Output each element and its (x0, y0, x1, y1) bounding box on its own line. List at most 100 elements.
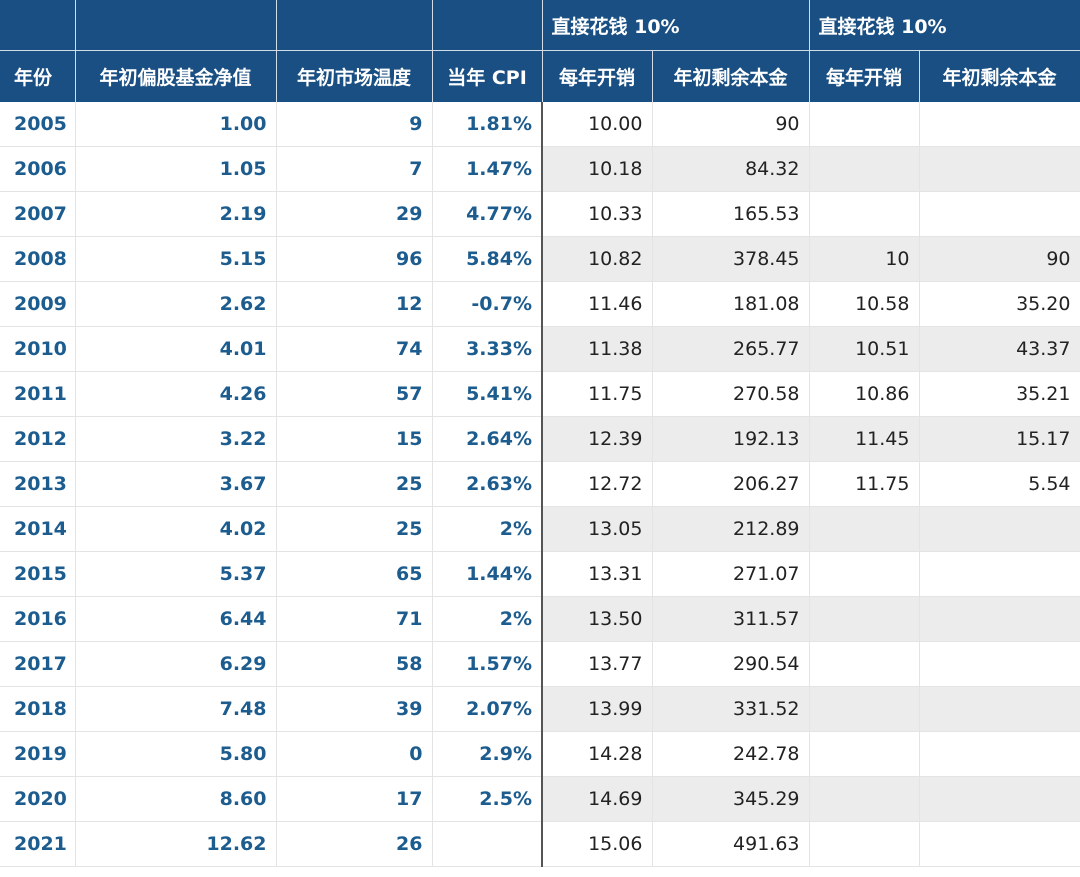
cell-remaining-principal-2: 35.21 (919, 371, 1080, 417)
cell-market-temperature: 17 (276, 776, 433, 822)
cell-annual-expense-2 (809, 596, 920, 642)
empty-header-cell (432, 0, 543, 51)
cell-year: 2011 (0, 371, 76, 417)
cell-cpi: 2.64% (432, 416, 543, 462)
table-row: 2018 7.48 39 2.07% 13.99 331.52 (0, 686, 1080, 732)
cell-cpi: 1.47% (432, 146, 543, 192)
table-row: 2011 4.26 57 5.41% 11.75 270.58 10.86 35.21 (0, 371, 1080, 417)
column-header-fund-nav: 年初偏股基金净值 (75, 50, 277, 102)
cell-year: 2020 (0, 776, 76, 822)
column-header-annual-expense-1: 每年开销 (542, 50, 653, 102)
cell-remaining-principal-1: 345.29 (652, 776, 810, 822)
cell-annual-expense-1: 13.05 (542, 506, 653, 552)
cell-remaining-principal-1: 206.27 (652, 461, 810, 507)
cell-fund-nav: 2.62 (75, 281, 277, 327)
cell-market-temperature: 15 (276, 416, 433, 462)
cell-market-temperature: 12 (276, 281, 433, 327)
column-header-market-temperature: 年初市场温度 (276, 50, 433, 102)
cell-cpi: 2.07% (432, 686, 543, 732)
empty-header-cell (276, 0, 433, 51)
cell-year: 2012 (0, 416, 76, 462)
cell-annual-expense-1: 14.69 (542, 776, 653, 822)
cell-market-temperature: 9 (276, 102, 433, 147)
cell-annual-expense-1: 10.18 (542, 146, 653, 192)
cell-cpi: 2% (432, 506, 543, 552)
cell-fund-nav: 4.26 (75, 371, 277, 417)
cell-fund-nav: 3.67 (75, 461, 277, 507)
cell-annual-expense-2: 10.51 (809, 326, 920, 372)
cell-annual-expense-2: 11.45 (809, 416, 920, 462)
cell-market-temperature: 57 (276, 371, 433, 417)
table-row: 2009 2.62 12 -0.7% 11.46 181.08 10.58 35.20 (0, 281, 1080, 327)
cell-annual-expense-1: 12.72 (542, 461, 653, 507)
cell-cpi: 2% (432, 596, 543, 642)
table-row: 2012 3.22 15 2.64% 12.39 192.13 11.45 15.17 (0, 416, 1080, 462)
table-row: 2015 5.37 65 1.44% 13.31 271.07 (0, 551, 1080, 597)
cell-cpi: 1.44% (432, 551, 543, 597)
column-header-remaining-principal-1: 年初剩余本金 (652, 50, 810, 102)
cell-cpi: 5.84% (432, 236, 543, 282)
cell-cpi (432, 821, 543, 867)
table-row: 2014 4.02 25 2% 13.05 212.89 (0, 506, 1080, 552)
cell-cpi: 1.57% (432, 641, 543, 687)
cell-annual-expense-1: 10.33 (542, 191, 653, 237)
cell-remaining-principal-1: 331.52 (652, 686, 810, 732)
table-row: 2017 6.29 58 1.57% 13.77 290.54 (0, 641, 1080, 687)
empty-header-cell (0, 0, 76, 51)
cell-annual-expense-1: 10.00 (542, 102, 653, 147)
cell-annual-expense-2 (809, 776, 920, 822)
cell-remaining-principal-2 (919, 146, 1080, 192)
cell-annual-expense-2 (809, 686, 920, 732)
cell-remaining-principal-2 (919, 596, 1080, 642)
cell-remaining-principal-1: 84.32 (652, 146, 810, 192)
cell-remaining-principal-2: 90 (919, 236, 1080, 282)
cell-annual-expense-2 (809, 506, 920, 552)
cell-remaining-principal-2 (919, 191, 1080, 237)
cell-market-temperature: 26 (276, 821, 433, 867)
table-row: 2010 4.01 74 3.33% 11.38 265.77 10.51 43.37 (0, 326, 1080, 372)
cell-remaining-principal-1: 271.07 (652, 551, 810, 597)
cell-annual-expense-2 (809, 821, 920, 867)
column-header-year: 年份 (0, 50, 76, 102)
cell-annual-expense-2: 10.58 (809, 281, 920, 327)
cell-cpi: -0.7% (432, 281, 543, 327)
table-row: 2016 6.44 71 2% 13.50 311.57 (0, 596, 1080, 642)
cell-annual-expense-2 (809, 551, 920, 597)
empty-header-cell (75, 0, 277, 51)
cell-remaining-principal-2: 15.17 (919, 416, 1080, 462)
cell-market-temperature: 25 (276, 506, 433, 552)
cell-annual-expense-2 (809, 146, 920, 192)
cell-annual-expense-1: 13.31 (542, 551, 653, 597)
cell-remaining-principal-1: 192.13 (652, 416, 810, 462)
cell-remaining-principal-2 (919, 641, 1080, 687)
table-row: 2007 2.19 29 4.77% 10.33 165.53 (0, 191, 1080, 237)
cell-remaining-principal-1: 242.78 (652, 731, 810, 777)
cell-fund-nav: 6.29 (75, 641, 277, 687)
cell-annual-expense-1: 13.99 (542, 686, 653, 732)
cell-annual-expense-1: 11.75 (542, 371, 653, 417)
cell-fund-nav: 5.80 (75, 731, 277, 777)
cell-annual-expense-1: 11.38 (542, 326, 653, 372)
cell-year: 2005 (0, 102, 76, 147)
cell-fund-nav: 12.62 (75, 821, 277, 867)
cell-annual-expense-1: 10.82 (542, 236, 653, 282)
cell-remaining-principal-2: 5.54 (919, 461, 1080, 507)
cell-annual-expense-1: 14.28 (542, 731, 653, 777)
cell-remaining-principal-1: 378.45 (652, 236, 810, 282)
cell-annual-expense-2: 10.86 (809, 371, 920, 417)
cell-market-temperature: 74 (276, 326, 433, 372)
cell-remaining-principal-2: 35.20 (919, 281, 1080, 327)
table-row: 2006 1.05 7 1.47% 10.18 84.32 (0, 146, 1080, 192)
table-row: 2008 5.15 96 5.84% 10.82 378.45 10 90 (0, 236, 1080, 282)
cell-annual-expense-2 (809, 731, 920, 777)
cell-remaining-principal-2 (919, 102, 1080, 147)
cell-remaining-principal-1: 290.54 (652, 641, 810, 687)
cell-year: 2013 (0, 461, 76, 507)
cell-fund-nav: 3.22 (75, 416, 277, 462)
cell-fund-nav: 5.37 (75, 551, 277, 597)
cell-market-temperature: 39 (276, 686, 433, 732)
cell-year: 2017 (0, 641, 76, 687)
table-row: 2013 3.67 25 2.63% 12.72 206.27 11.75 5.54 (0, 461, 1080, 507)
cell-fund-nav: 1.05 (75, 146, 277, 192)
cell-annual-expense-2: 11.75 (809, 461, 920, 507)
